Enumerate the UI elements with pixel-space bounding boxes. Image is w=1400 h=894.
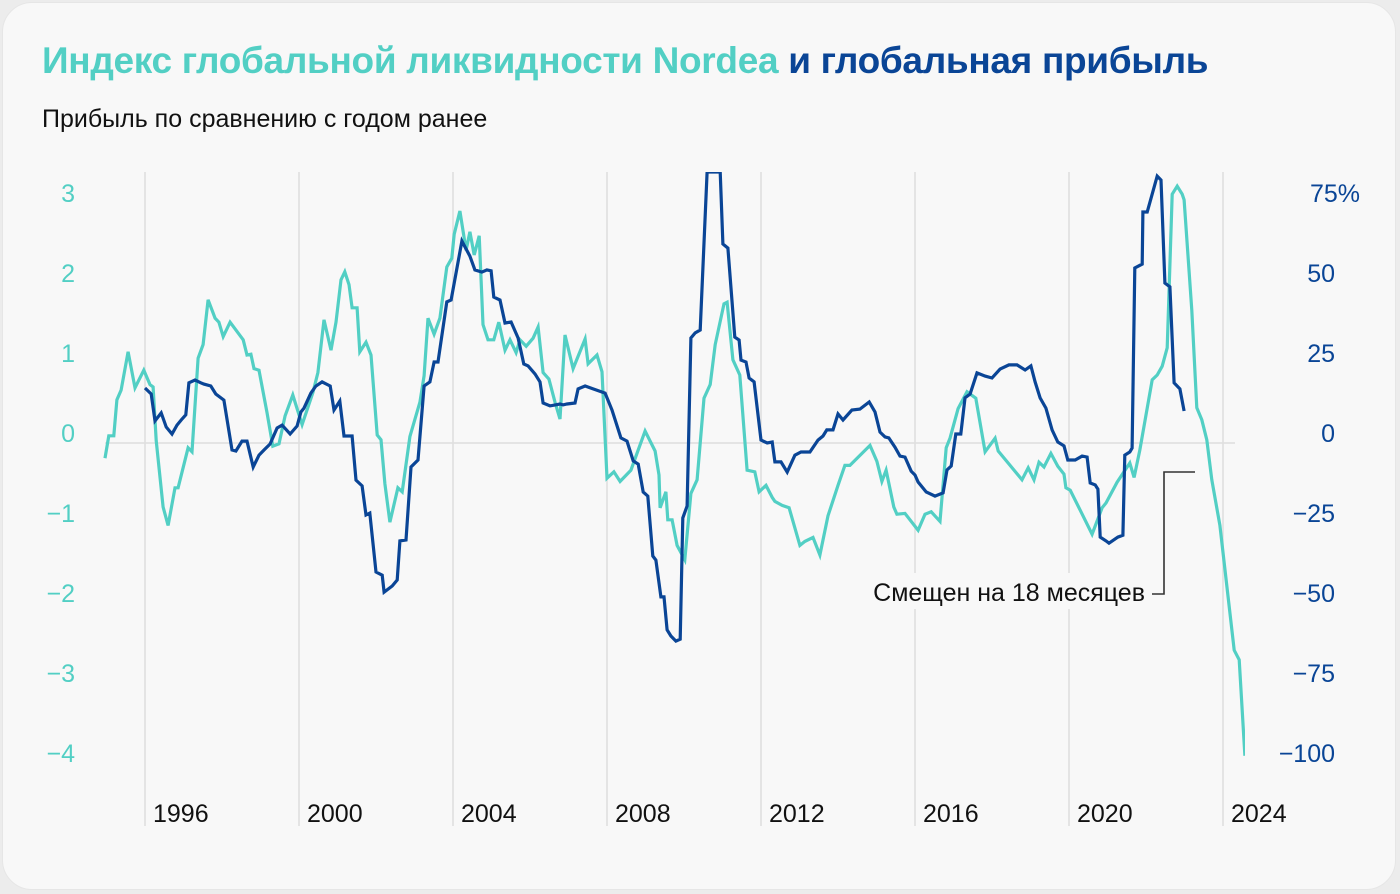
right-axis-tick-label: −100: [1279, 740, 1335, 768]
right-axis-tick-label: 75%: [1310, 180, 1360, 208]
liquidity-index-line: [103, 183, 1245, 756]
x-tick-label: 2012: [769, 800, 825, 828]
right-axis-tick-label: −25: [1293, 500, 1335, 528]
left-axis-tick-label: 1: [61, 340, 75, 368]
left-axis-tick-label: 2: [61, 260, 75, 288]
annotation-background: [808, 573, 1153, 609]
x-tick-label: 2000: [307, 800, 363, 828]
right-axis-ticks: 75% 50 25 0 −25 −50 −75 −100: [1279, 180, 1360, 768]
right-axis-tick-label: 25: [1307, 340, 1335, 368]
x-axis-ticks: 1996 2000 2004 2008 2012 2016 2020 2024: [153, 800, 1287, 828]
left-axis-tick-label: −2: [46, 580, 75, 608]
x-tick-label: 2024: [1231, 800, 1287, 828]
title-profits-part: и глобальная прибыль: [778, 40, 1209, 81]
x-tick-label: 2020: [1077, 800, 1133, 828]
x-tick-label: 1996: [153, 800, 209, 828]
chart-subtitle: Прибыль по сравнению с годом ранее: [42, 105, 488, 133]
left-axis-tick-label: −3: [46, 660, 75, 688]
left-axis-tick-label: −4: [46, 740, 75, 768]
x-tick-label: 2004: [461, 800, 517, 828]
left-axis-tick-label: −1: [46, 500, 75, 528]
left-axis-ticks: 3 2 1 0 −1 −2 −3 −4: [46, 180, 75, 768]
x-tick-label: 2008: [615, 800, 671, 828]
right-axis-tick-label: −50: [1293, 580, 1335, 608]
annotation-leader-line: [1152, 471, 1195, 595]
left-axis-tick-label: 3: [61, 180, 75, 208]
annotation-label: Смещен на 18 месяцев: [873, 579, 1145, 607]
x-gridlines: [144, 172, 1224, 826]
global-profits-line: [143, 172, 1186, 644]
chart-title: Индекс глобальной ликвидности Nordea и г…: [42, 40, 1209, 82]
left-axis-tick-label: 0: [61, 420, 75, 448]
right-axis-tick-label: 0: [1321, 420, 1335, 448]
x-tick-label: 2016: [923, 800, 979, 828]
title-liquidity-part: Индекс глобальной ликвидности Nordea: [42, 40, 779, 81]
right-axis-tick-label: −75: [1293, 660, 1335, 688]
shift-annotation: Смещен на 18 месяцев: [808, 471, 1195, 609]
right-axis-tick-label: 50: [1307, 260, 1335, 288]
series-group: [103, 172, 1245, 756]
